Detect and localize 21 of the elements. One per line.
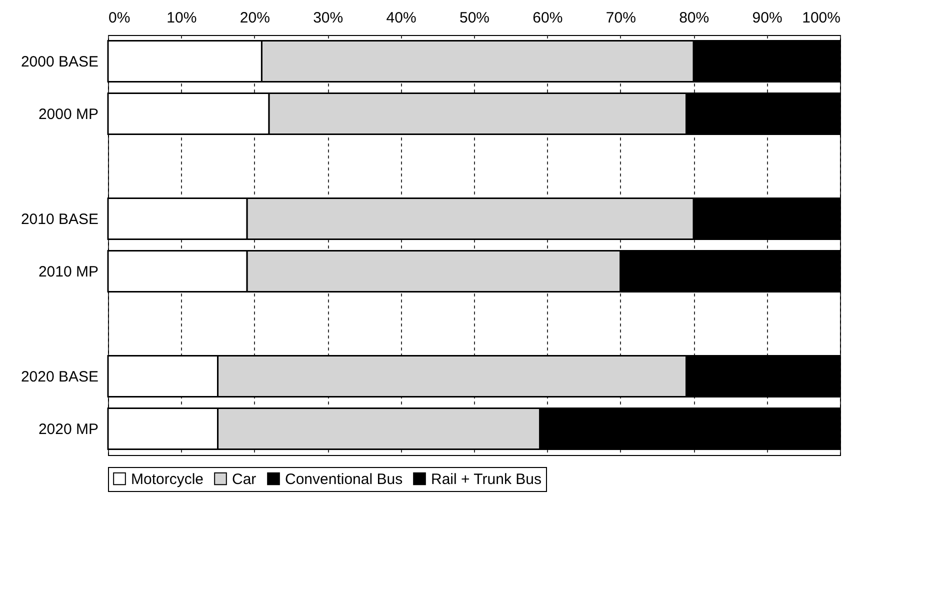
- x-tick-label: 10%: [166, 10, 197, 26]
- y-tick-label: 2000 MP: [38, 106, 98, 123]
- x-tick-label: 30%: [313, 10, 344, 26]
- legend-label: Conventional Bus: [285, 470, 403, 488]
- x-tick-label: 60%: [532, 10, 563, 26]
- x-tick-label: 0%: [108, 10, 130, 26]
- x-tick-label: 40%: [386, 10, 416, 26]
- x-tick-label: 90%: [752, 10, 782, 26]
- y-tick-label: 2020 BASE: [20, 368, 98, 386]
- legend-label: Rail + Trunk Bus: [431, 470, 542, 488]
- x-tick-label: 100%: [802, 10, 840, 26]
- x-tick-label: 50%: [459, 10, 490, 26]
- legend-label: Motorcycle: [131, 470, 204, 488]
- y-tick-label: 2010 MP: [38, 263, 98, 280]
- x-tick-label: 80%: [679, 10, 710, 26]
- x-tick-label: 20%: [240, 10, 270, 26]
- y-tick-label: 2010 BASE: [20, 210, 98, 228]
- y-tick-label: 2000 BASE: [20, 53, 98, 70]
- y-tick-label: 2020 MP: [38, 420, 98, 438]
- legend-label: Car: [232, 470, 256, 488]
- x-tick-label: 70%: [606, 10, 636, 26]
